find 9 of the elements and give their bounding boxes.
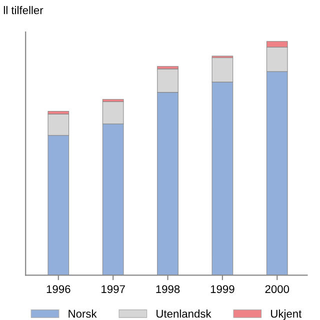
y-axis-title: ll tilfeller xyxy=(4,6,44,14)
x-tick-label: 2000 xyxy=(265,285,290,294)
x-tick-label: 1996 xyxy=(46,285,70,294)
legend-label: Norsk xyxy=(68,310,97,318)
legend-label: Utenlandsk xyxy=(156,310,212,318)
x-tick-label: 1997 xyxy=(102,285,125,294)
legend-label: Ukjent xyxy=(271,310,302,320)
x-tick-label: 1998 xyxy=(156,285,180,294)
x-tick-label: 1999 xyxy=(210,285,234,294)
